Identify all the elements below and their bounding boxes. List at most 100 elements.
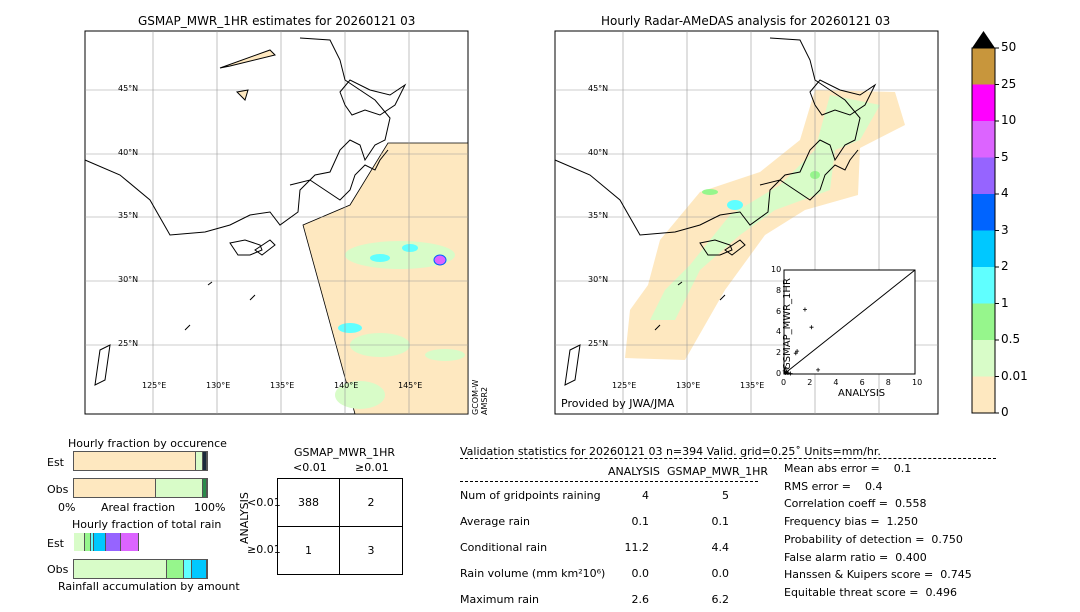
sat-name-2: AMSR2 bbox=[480, 386, 489, 415]
bar-segment bbox=[203, 452, 207, 470]
validation-label: Maximum rain bbox=[460, 593, 539, 606]
cell-hit: 3 bbox=[367, 543, 375, 557]
bar-segment bbox=[105, 533, 121, 551]
cell-hit-none: 388 bbox=[278, 479, 340, 527]
colorbar-extend-triangle bbox=[972, 31, 995, 48]
total-rain-title: Hourly fraction of total rain bbox=[72, 518, 222, 531]
lat-label: 30°N bbox=[118, 275, 139, 284]
colorbar-segment bbox=[972, 84, 995, 121]
colorbar-segment bbox=[972, 157, 995, 194]
lat-label: 35°N bbox=[588, 211, 609, 220]
lon-label: 130°E bbox=[206, 381, 231, 390]
score-line: Frequency bias = 1.250 bbox=[784, 515, 919, 529]
bar-segment bbox=[91, 533, 94, 551]
left-map bbox=[84, 30, 469, 415]
bar-segment bbox=[74, 560, 168, 578]
occ-est-bar bbox=[73, 451, 208, 471]
cell-miss: 1 bbox=[278, 526, 340, 574]
validation-a: 4 bbox=[642, 489, 649, 502]
tr-obs-bar bbox=[73, 559, 208, 579]
left-rain-area bbox=[302, 142, 469, 415]
scatter-ytick: 4 bbox=[776, 327, 782, 337]
colorbar-tick-label: 0.5 bbox=[1001, 332, 1021, 346]
bar-segment bbox=[93, 533, 106, 551]
bar-segment bbox=[167, 560, 185, 578]
cont-row-0: <0.01 bbox=[247, 496, 281, 509]
validation-label: Average rain bbox=[460, 515, 530, 528]
colorbar-tick-label: 0 bbox=[1001, 405, 1009, 419]
colorbar-tick-label: 50 bbox=[1001, 40, 1017, 54]
occ-x1: 100% bbox=[194, 501, 226, 514]
lat-label: 40°N bbox=[118, 148, 139, 157]
colorbar-segment bbox=[972, 194, 995, 231]
validation-b: 6.2 bbox=[711, 593, 730, 606]
scatter-ytick: 10 bbox=[771, 265, 782, 274]
scatter-point bbox=[785, 370, 790, 375]
scatter-xtick: 0 bbox=[781, 378, 787, 387]
lat-label: 25°N bbox=[588, 339, 609, 348]
lat-label: 45°N bbox=[588, 84, 609, 93]
bar-segment bbox=[156, 479, 203, 497]
validation-a: 11.2 bbox=[624, 541, 650, 554]
tr-obs-label: Obs bbox=[47, 563, 69, 576]
contingency-table: 388 2 1 3 bbox=[277, 478, 403, 575]
score-line: RMS error = 0.4 bbox=[784, 479, 883, 493]
left-map-title: GSMAP_MWR_1HR estimates for 20260121 03 bbox=[138, 14, 416, 28]
validation-b: 4.4 bbox=[711, 541, 730, 554]
lat-label: 25°N bbox=[118, 339, 139, 348]
scatter-ytick: 6 bbox=[776, 306, 782, 316]
cont-col-0: <0.01 bbox=[293, 461, 327, 474]
validation-a: 0.0 bbox=[631, 567, 650, 580]
divider bbox=[460, 481, 758, 482]
scatter-xlabel: ANALYSIS bbox=[838, 388, 886, 399]
scatter-ytick: 2 bbox=[776, 348, 782, 358]
colorbar-segment bbox=[972, 340, 995, 377]
colorbar-tick-label: 2 bbox=[1001, 259, 1009, 273]
bar-segment bbox=[120, 533, 140, 551]
colorbar-tick-label: 0.01 bbox=[1001, 368, 1028, 383]
satellite-label: GCOM-W AMSR2 bbox=[471, 380, 489, 415]
score-line: Probability of detection = 0.750 bbox=[784, 532, 963, 546]
colorbar-segment bbox=[972, 121, 995, 158]
lon-label: 140°E bbox=[334, 381, 359, 390]
cont-col-1: ≥0.01 bbox=[355, 461, 389, 474]
scatter-point bbox=[793, 351, 798, 356]
scatter-xtick: 2 bbox=[807, 378, 813, 387]
occ-xlabel: Areal fraction bbox=[101, 501, 176, 514]
colorbar-tick-label: 1 bbox=[1001, 295, 1009, 310]
colorbar-segment bbox=[972, 267, 995, 304]
right-map bbox=[554, 30, 939, 415]
colorbar-tick-label: 5 bbox=[1001, 149, 1009, 164]
scatter-point bbox=[783, 365, 788, 370]
scatter-point bbox=[802, 307, 807, 312]
colorbar-tick-label: 4 bbox=[1001, 186, 1009, 200]
score-line: False alarm ratio = 0.400 bbox=[784, 550, 927, 564]
occ-x0: 0% bbox=[58, 501, 76, 514]
colorbar-tick-label: 3 bbox=[1001, 222, 1009, 237]
score-line: Mean abs error = 0.1 bbox=[784, 462, 912, 475]
colorbar-segment bbox=[972, 48, 995, 85]
score-line: Hanssen & Kuipers score = 0.745 bbox=[784, 568, 972, 582]
right-rain-area bbox=[625, 90, 905, 360]
colorbar bbox=[971, 47, 999, 414]
credit-text: Provided by JWA/JMA bbox=[561, 397, 675, 410]
colorbar-segment bbox=[972, 230, 995, 267]
bar-segment bbox=[74, 479, 157, 497]
col-gsmap: GSMAP_MWR_1HR bbox=[667, 465, 769, 478]
scatter-ylabel: GSMAP_MWR_1HR bbox=[782, 278, 793, 370]
scatter-point bbox=[816, 367, 821, 372]
scatter-points bbox=[782, 307, 821, 376]
validation-header: Validation statistics for 20260121 03 n=… bbox=[460, 445, 881, 458]
bar-segment bbox=[74, 533, 85, 551]
occ-obs-bar bbox=[73, 478, 208, 498]
bar-segment bbox=[184, 560, 193, 578]
lon-label: 135°E bbox=[740, 381, 765, 390]
tr-xlabel: Rainfall accumulation by amount bbox=[58, 580, 240, 593]
lat-label: 45°N bbox=[118, 84, 139, 93]
bar-segment bbox=[196, 452, 203, 470]
scatter-point bbox=[782, 368, 787, 373]
tr-est-label: Est bbox=[47, 537, 64, 550]
validation-b: 5 bbox=[722, 489, 729, 502]
validation-label: Rain volume (mm km²10⁶) bbox=[460, 567, 606, 580]
